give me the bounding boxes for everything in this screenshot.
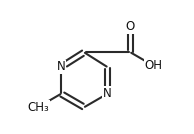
Text: OH: OH [145, 59, 163, 72]
Text: CH₃: CH₃ [27, 101, 49, 114]
Text: N: N [57, 60, 65, 74]
Text: O: O [126, 20, 135, 33]
Text: N: N [103, 87, 112, 100]
